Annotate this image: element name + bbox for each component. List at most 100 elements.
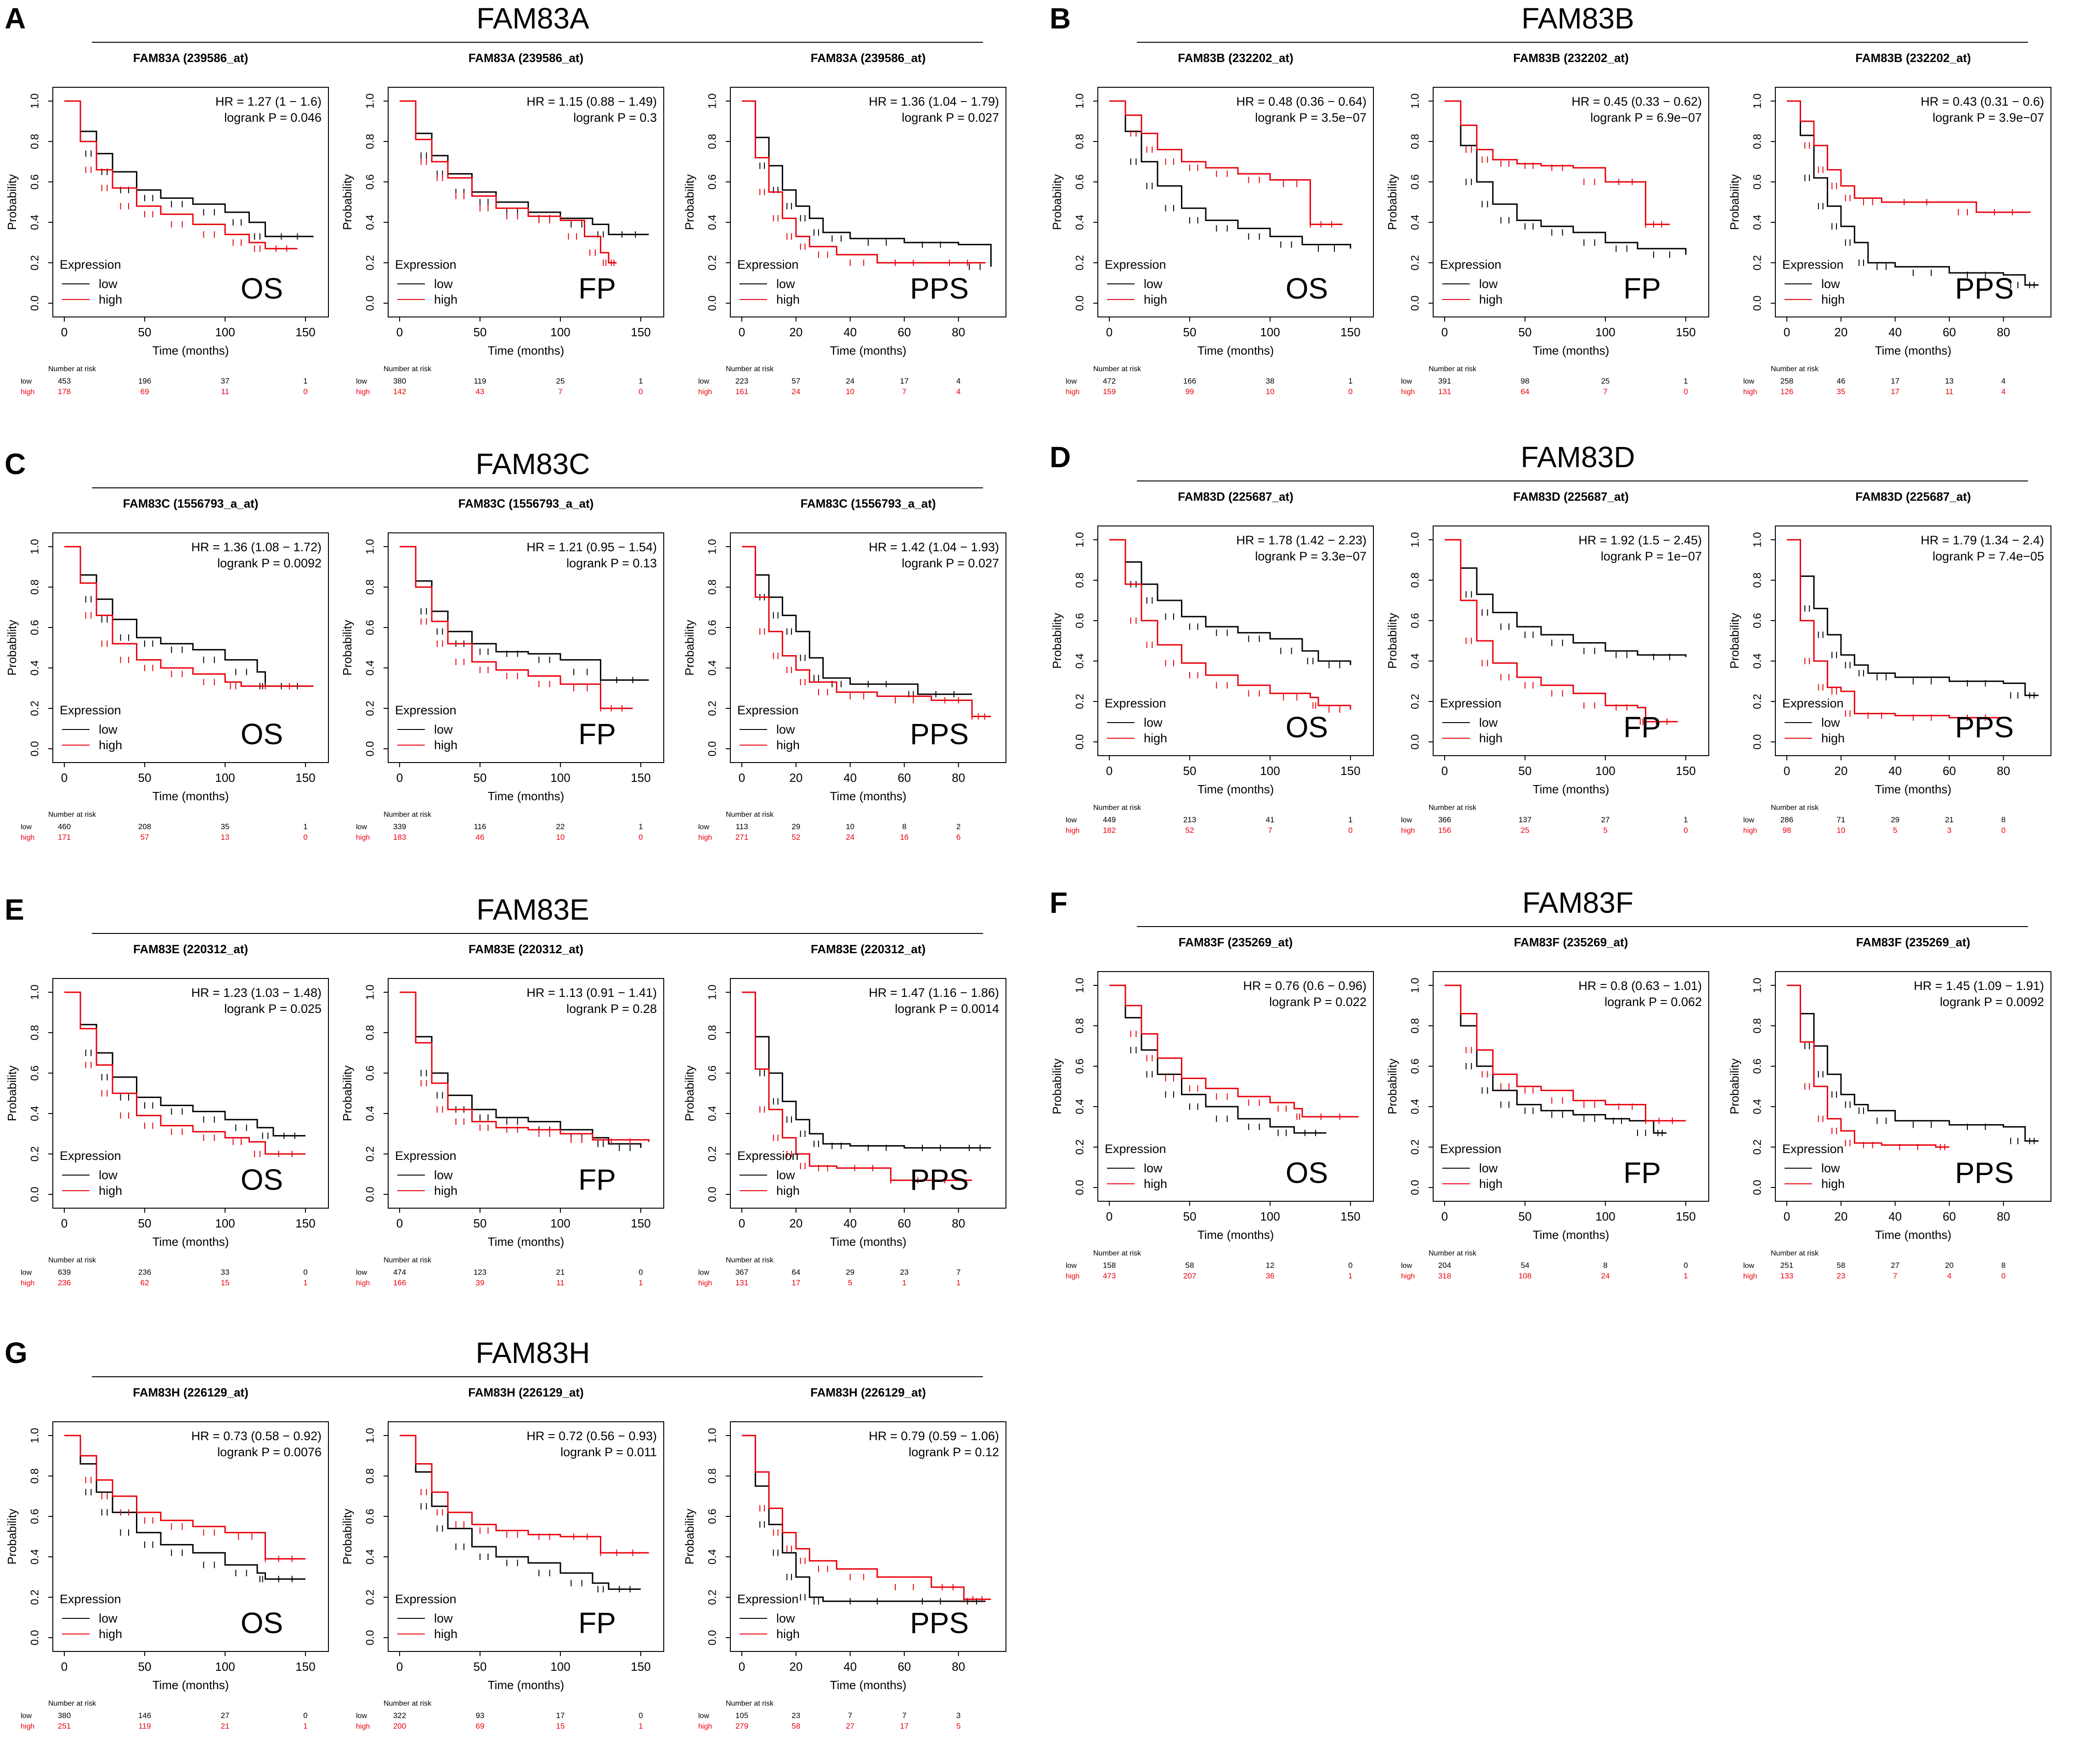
x-tick-label: 50 (1519, 764, 1532, 778)
risk-count-high: 99 (1186, 387, 1194, 396)
chart-title: FAM83H (226129_at) (133, 1385, 248, 1399)
legend-title: Expression (737, 703, 799, 717)
y-axis: 0.0 0.2 0.4 0.6 0.8 1.0 Probability (1385, 978, 1433, 1195)
risk-count-high: 131 (1438, 387, 1451, 396)
risk-count-high: 178 (58, 387, 71, 396)
risk-count-high: 236 (58, 1278, 71, 1287)
plot-frame (1097, 526, 1374, 756)
series-high (742, 546, 991, 720)
x-axis: 0 50 100 150 Time (months) (1106, 756, 1361, 796)
y-axis-label: Probability (5, 620, 19, 675)
risk-title: Number at risk (1771, 365, 1819, 373)
series-high (1445, 539, 1678, 725)
risk-count-high: 5 (848, 1278, 852, 1287)
x-tick-label: 0 (1784, 325, 1790, 339)
risk-row-label-low: low (21, 378, 32, 385)
risk-table: Number at risk low high 251 133 58 23 27 7 20 4 8 0 (1743, 1250, 2005, 1280)
x-axis: 0 20 40 60 80 Time (months) (1784, 756, 2010, 796)
y-tick-label: 0.8 (364, 134, 376, 149)
panel-letter: G (5, 1336, 28, 1369)
x-tick-label: 100 (215, 1660, 235, 1674)
curve-low (742, 546, 972, 695)
y-tick-label: 0.0 (1409, 1180, 1421, 1195)
endpoint-tag: PPS (1955, 1156, 2014, 1189)
y-tick-label: 0.6 (706, 174, 718, 189)
risk-row-label-low: low (356, 378, 367, 385)
risk-count-low: 17 (900, 377, 909, 385)
risk-count-low: 204 (1438, 1261, 1451, 1270)
y-tick-label: 0.0 (364, 1630, 376, 1645)
km-chart: FAM83A (239586_at) 0.0 0.2 0.4 0.6 0.8 1.0 Prob… (683, 51, 1006, 396)
series-high (1787, 539, 2004, 721)
risk-count-high: 0 (1348, 387, 1352, 396)
chart-title: FAM83F (235269_at) (1856, 935, 1971, 949)
legend-high: high (1479, 731, 1503, 745)
series-high (742, 1435, 991, 1603)
y-axis-label: Probability (1050, 174, 1064, 230)
plot-frame (52, 532, 329, 763)
km-chart: FAM83E (220312_at) 0.0 0.2 0.4 0.6 0.8 1.0 Prob… (5, 942, 329, 1287)
x-tick-label: 50 (1519, 325, 1532, 339)
y-axis-label: Probability (683, 620, 696, 675)
x-tick-label: 20 (789, 1660, 802, 1674)
legend-low: low (1479, 716, 1498, 729)
chart-title: FAM83B (232202_at) (1513, 51, 1628, 65)
risk-count-high: 4 (2001, 387, 2005, 396)
risk-count-low: 27 (221, 1711, 230, 1720)
y-tick-label: 0.0 (1751, 1180, 1763, 1195)
logrank-p: logrank P = 0.046 (224, 111, 322, 124)
chart-title: FAM83F (235269_at) (1179, 935, 1293, 949)
risk-count-low: 1 (638, 822, 643, 831)
risk-title: Number at risk (726, 811, 774, 819)
x-tick-label: 0 (396, 771, 403, 785)
y-tick-label: 0.2 (706, 701, 718, 716)
panel-letter: B (1050, 2, 1071, 35)
y-tick-label: 0.0 (28, 1630, 41, 1645)
risk-count-low: 27 (1891, 1261, 1899, 1270)
x-axis: 0 50 100 150 Time (months) (61, 1651, 316, 1692)
risk-row-label-low: low (698, 1712, 709, 1720)
km-chart: FAM83H (226129_at) 0.0 0.2 0.4 0.6 0.8 1.0 Prob… (5, 1385, 329, 1730)
x-tick-label: 150 (631, 771, 650, 785)
legend-low: low (99, 1168, 118, 1182)
risk-row-label-high: high (698, 834, 712, 842)
series-high (1445, 100, 1670, 228)
legend: Expression low high (395, 258, 458, 306)
km-chart: FAM83H (226129_at) 0.0 0.2 0.4 0.6 0.8 1.0 Prob… (683, 1385, 1006, 1730)
risk-count-high: 69 (476, 1722, 485, 1730)
risk-count-high: 0 (638, 833, 643, 842)
endpoint-tag: OS (1286, 1156, 1328, 1189)
risk-row-label-high: high (1743, 827, 1757, 835)
plot-frame (1775, 87, 2051, 317)
panel-b: B FAM83B FAM83B (232202_at) 0.0 0.2 0.4 0.6 0.8… (1050, 2, 2051, 396)
y-tick-label: 0.2 (1409, 694, 1421, 709)
curve-high (1109, 100, 1343, 225)
y-tick-label: 0.4 (1409, 215, 1421, 230)
y-tick-label: 1.0 (364, 539, 376, 554)
km-chart: FAM83A (239586_at) 0.0 0.2 0.4 0.6 0.8 1.0 Prob… (340, 51, 664, 396)
y-tick-label: 0.2 (364, 701, 376, 716)
legend-low: low (1479, 277, 1498, 291)
risk-count-low: 474 (393, 1268, 406, 1277)
chart-title: FAM83A (239586_at) (811, 51, 926, 65)
x-axis-label: Time (months) (830, 789, 907, 803)
risk-count-low: 23 (900, 1268, 909, 1277)
x-axis: 0 50 100 150 Time (months) (61, 317, 316, 357)
y-tick-label: 0.0 (706, 295, 718, 311)
y-tick-label: 0.6 (706, 1065, 718, 1080)
legend-high: high (1144, 293, 1167, 306)
hazard-ratio: HR = 0.48 (0.36 − 0.64) (1236, 95, 1367, 108)
legend-high: high (434, 293, 458, 306)
legend-low: low (776, 723, 795, 736)
risk-count-low: 137 (1519, 815, 1531, 824)
series-high (400, 100, 617, 266)
series-low (742, 100, 992, 270)
chart-title: FAM83H (226129_at) (468, 1385, 583, 1399)
curve-low (1787, 539, 2039, 696)
risk-count-low: 98 (1521, 377, 1530, 385)
series-high (400, 1435, 649, 1556)
legend-high: high (1821, 1177, 1845, 1191)
x-tick-label: 0 (739, 1660, 745, 1674)
gene-title: FAM83D (1521, 441, 1635, 474)
